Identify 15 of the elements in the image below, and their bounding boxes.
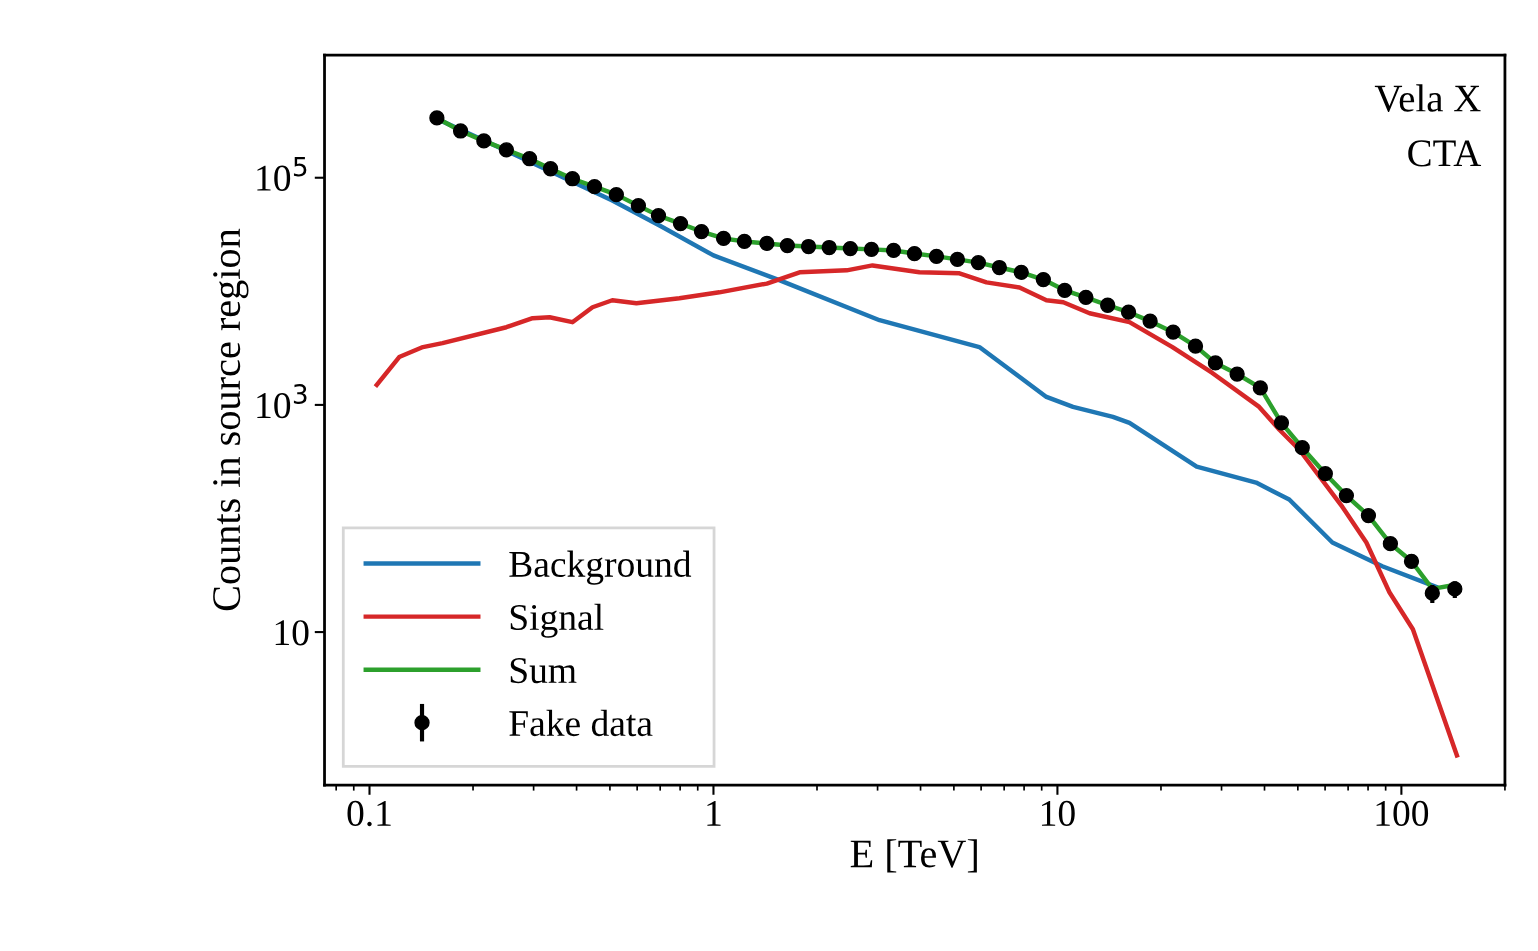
x-tick-label: 1 <box>707 800 721 826</box>
legend-label: Background <box>509 550 692 585</box>
y-tick-label: 10$^{5}$ <box>257 157 307 191</box>
annotation: Vela X <box>1374 84 1481 112</box>
x-tick-label: 10 <box>1041 800 1075 827</box>
legend-label: Fake data <box>509 709 653 737</box>
x-axis-title: E [TeV] <box>850 839 977 873</box>
y-tick-label: 10$^{3}$ <box>257 384 307 419</box>
y-axis-title: Counts in source region <box>213 228 249 611</box>
legend-label: Signal <box>510 603 604 638</box>
legend-label: Sum <box>510 658 577 684</box>
annotation: CTA <box>1408 140 1482 167</box>
y-tick-label: 10 <box>275 620 309 646</box>
x-tick-label: 100 <box>1376 800 1429 827</box>
x-tick-label: 0.1 <box>347 800 391 827</box>
